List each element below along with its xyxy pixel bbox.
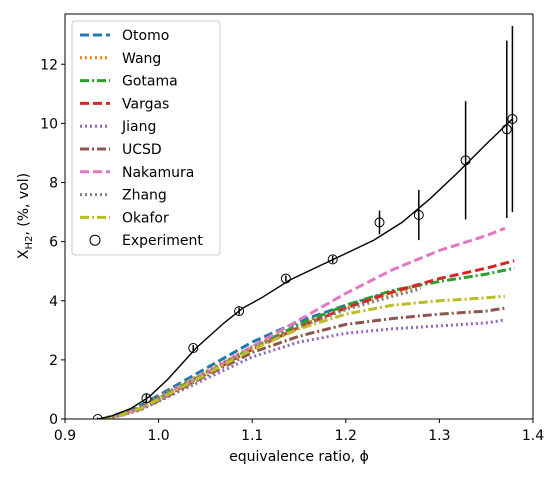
legend-label-otomo: Otomo: [122, 28, 169, 44]
y-tick-label: 12: [40, 57, 58, 73]
legend-label-jiang: Jiang: [121, 119, 156, 135]
legend-label-okafor: Okafor: [122, 210, 169, 226]
y-axis-label: XH2, (%, vol): [16, 173, 35, 259]
series-line-okafor: [102, 294, 506, 419]
experiment-point: [234, 306, 245, 317]
plot-frame: [64, 13, 534, 420]
y-tick-label: 4: [49, 294, 58, 310]
x-tick-label: 1.1: [241, 428, 263, 444]
x-tick-label: 1.4: [522, 428, 544, 444]
y-tick-label: 2: [49, 353, 58, 369]
series-line-jiang: [102, 318, 506, 419]
legend: Otomo Wang Gotama Vargas Jiang UCSD Nakamura Zh…: [71, 20, 221, 256]
legend-label-nakamura: Nakamura: [122, 165, 194, 181]
x-tick-label: 1.3: [428, 428, 450, 444]
x-tick-label: 1.0: [147, 428, 169, 444]
data-layer: [92, 25, 518, 419]
experiment-point: [188, 343, 199, 354]
experiment-point: [92, 414, 103, 419]
x-axis-label: equivalence ratio, ϕ: [229, 449, 369, 465]
legend-label-gotama: Gotama: [122, 74, 178, 90]
legend-label-zhang: Zhang: [122, 188, 167, 204]
legend-label-ucsd: UCSD: [122, 142, 162, 158]
plot-area: [92, 25, 518, 419]
y-axis-label-sub: H2: [24, 236, 35, 250]
experiment-point: [327, 254, 338, 265]
legend-label-experiment: Experiment: [122, 233, 203, 249]
legend-label-wang: Wang: [122, 51, 161, 67]
y-axis-label-rest: , (%, vol): [16, 173, 32, 236]
legend-swatch-experiment: [89, 234, 101, 246]
x-tick-label: 0.9: [54, 428, 76, 444]
y-tick-label: 8: [49, 176, 58, 192]
y-tick-label: 0: [49, 412, 58, 428]
y-tick-label: 10: [40, 116, 58, 132]
y-axis-label-main: X: [16, 249, 32, 259]
experiment-point: [141, 393, 152, 404]
experiment-point: [374, 217, 385, 228]
legend-label-vargas: Vargas: [122, 96, 169, 112]
experiment-point: [507, 113, 518, 124]
experiment-point: [413, 210, 424, 221]
ticks-layer: 0.9 1.0 1.1 1.2 1.3 1.4 0 2 4 6 8 10 12: [40, 57, 544, 444]
experiment-point: [501, 124, 512, 135]
series-line-wang: [101, 285, 422, 419]
series-line-otomo: [101, 283, 422, 419]
x-tick-label: 1.2: [335, 428, 357, 444]
experiment-point: [280, 273, 291, 284]
experiment-point: [460, 155, 471, 166]
legend-items: Otomo Wang Gotama Vargas Jiang UCSD Nakamura Zh…: [80, 28, 203, 249]
y-tick-label: 6: [49, 235, 58, 251]
